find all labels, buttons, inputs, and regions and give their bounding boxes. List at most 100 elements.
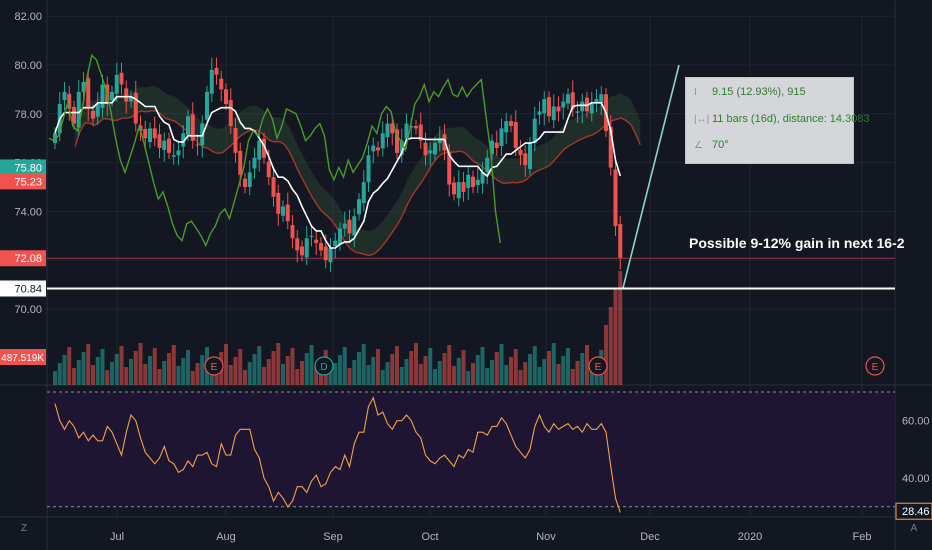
- candle-body: [110, 91, 114, 101]
- volume-bar: [276, 343, 281, 385]
- candle-body: [404, 123, 409, 139]
- price-axis[interactable]: 82.0080.0078.0076.0074.0072.0070.0075.80…: [0, 11, 46, 365]
- volume-bar: [499, 344, 504, 385]
- volume-bar: [181, 358, 186, 385]
- earnings-icon[interactable]: [204, 356, 224, 376]
- volume-bar: [466, 371, 471, 385]
- measure-angle-text: 70°: [712, 139, 729, 151]
- event-mark[interactable]: E: [588, 356, 608, 376]
- volume-bar: [523, 362, 528, 385]
- zoom-z-label[interactable]: Z: [21, 523, 27, 534]
- candle-body: [442, 134, 447, 151]
- volume-bar: [537, 367, 542, 385]
- volume-bar: [81, 352, 86, 385]
- price-tick-label: 78.00: [14, 109, 42, 121]
- volume-bar: [528, 354, 532, 385]
- time-axis[interactable]: Jul Aug Sep Oct Nov Dec 2020 Feb: [110, 531, 872, 543]
- event-mark-label: E: [872, 362, 879, 373]
- volume-bar: [433, 369, 437, 385]
- earnings-icon[interactable]: [588, 356, 608, 376]
- volume-bar: [371, 357, 376, 385]
- rsi-line: [54, 396, 621, 513]
- rsi-indicator: [47, 391, 895, 513]
- candle-body: [594, 99, 599, 103]
- candle-body: [371, 145, 376, 152]
- volume-bar: [342, 347, 347, 385]
- volume-bar: [604, 325, 608, 385]
- price-tick-label: 70.00: [14, 304, 42, 316]
- measure-price-text: 9.15 (12.93%), 915: [712, 86, 806, 98]
- candle-body: [580, 101, 585, 112]
- rsi-axis[interactable]: 60.00 40.00 28.46: [895, 416, 932, 520]
- candle-body: [452, 182, 456, 195]
- candle-body: [518, 149, 523, 156]
- measure-price-row: I 9.15 (12.93%), 915: [694, 85, 806, 99]
- candle-body: [547, 97, 551, 117]
- volume-bar: [143, 364, 148, 385]
- volume-bar: [114, 354, 119, 385]
- volume-bar: [195, 363, 200, 385]
- volume-bar: [110, 362, 114, 385]
- volume-bar: [338, 355, 342, 385]
- volume-bar: [157, 369, 162, 385]
- candle-body: [100, 84, 105, 108]
- volume-bar: [452, 366, 456, 385]
- volume-bar: [152, 348, 157, 385]
- candle-body: [148, 128, 152, 143]
- cloud-area: [75, 86, 641, 256]
- event-mark[interactable]: E: [865, 356, 885, 376]
- event-mark[interactable]: D: [314, 356, 334, 376]
- volume-bar: [347, 368, 352, 385]
- volume-bar: [447, 345, 452, 385]
- volume-bar: [304, 353, 309, 385]
- candle-body: [466, 174, 471, 188]
- candle-body: [205, 91, 209, 120]
- candle-body: [129, 96, 133, 102]
- annotation-text: Possible 9-12% gain in next 16-2: [689, 235, 905, 251]
- candle-body: [418, 124, 423, 141]
- volume-bar: [86, 344, 91, 385]
- candle-body: [513, 122, 518, 148]
- volume-bar: [190, 371, 195, 385]
- earnings-icon[interactable]: [865, 356, 885, 376]
- volume-bar: [309, 345, 314, 385]
- volume-bar: [53, 371, 57, 385]
- candle-body: [608, 126, 613, 168]
- candle-body: [599, 94, 604, 104]
- projection-line: [622, 64, 680, 289]
- volume-bar: [480, 347, 485, 385]
- volume-bar: [613, 289, 618, 385]
- volume-bar: [228, 365, 233, 385]
- candle-body: [257, 140, 262, 160]
- event-mark[interactable]: E: [204, 356, 224, 376]
- dividend-icon[interactable]: [314, 356, 334, 376]
- candle-body: [285, 204, 290, 222]
- volume-bar: [352, 360, 357, 385]
- volume-bar: [618, 271, 623, 385]
- lagging-span: [48, 53, 501, 248]
- price-tick-label: 74.00: [14, 206, 42, 218]
- auto-scale-label[interactable]: A: [911, 523, 918, 534]
- candle-body: [390, 123, 395, 134]
- candle-body: [181, 133, 186, 147]
- candle-body: [575, 111, 580, 113]
- volume-bar: [542, 359, 547, 385]
- volume-bar: [585, 345, 589, 385]
- candle-body: [342, 223, 347, 229]
- volume-bar: [333, 363, 338, 385]
- volume-bar: [456, 358, 461, 385]
- indicator-lines: [48, 53, 680, 289]
- rsi-tick-label: 60.00: [902, 416, 930, 428]
- time-tick-label: Jul: [110, 531, 124, 543]
- candle-body: [157, 134, 162, 148]
- candle-body: [214, 67, 219, 75]
- time-tick-label: Oct: [421, 531, 438, 543]
- rsi-last-badge: [895, 502, 932, 520]
- candle-body: [433, 143, 437, 155]
- candle-body: [114, 74, 119, 94]
- candle-body: [319, 243, 323, 251]
- candle-body: [414, 126, 418, 129]
- volume-bar: [285, 356, 290, 385]
- candle-body: [238, 150, 243, 175]
